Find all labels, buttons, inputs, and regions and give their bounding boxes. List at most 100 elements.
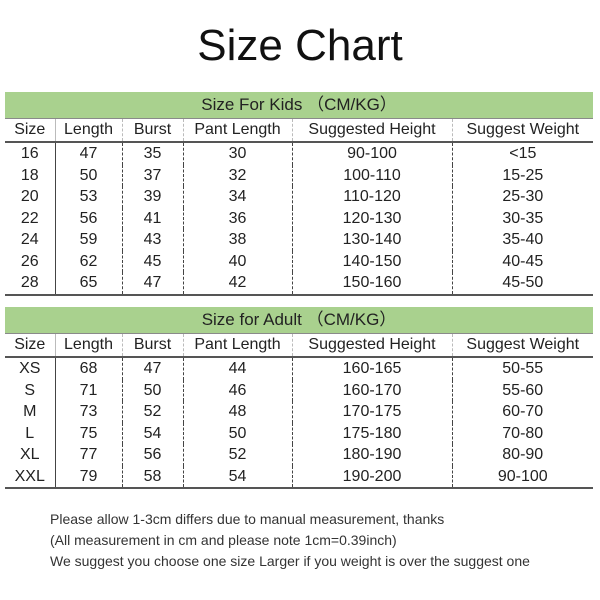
table-cell: 24 — [5, 229, 55, 251]
table-cell: 48 — [182, 401, 292, 423]
table-cell: 58 — [121, 465, 183, 489]
column-header: Pant Length — [182, 333, 292, 358]
table-cell: 50 — [121, 379, 183, 401]
section-heading-row: Size For Kids （CM/KG） — [5, 92, 594, 119]
table-cell: 100-110 — [291, 164, 452, 186]
note-line: Please allow 1-3cm differs due to manual… — [50, 511, 445, 527]
table-cell: 130-140 — [291, 229, 452, 251]
table-cell: 65 — [54, 272, 122, 296]
table-cell: 110-120 — [291, 186, 452, 208]
table-cell: <15 — [451, 142, 594, 165]
table-row: 26 62 45 40 140-150 40-45 — [5, 250, 594, 272]
table-cell: 35-40 — [451, 229, 594, 251]
table-cell: 190-200 — [291, 465, 452, 489]
section-heading-row: Size for Adult （CM/KG） — [5, 307, 593, 334]
table-cell: 70-80 — [451, 422, 593, 444]
table-cell: 80-90 — [451, 444, 593, 466]
table-cell: 50-55 — [451, 357, 593, 380]
table-cell: 40 — [182, 250, 292, 272]
table-cell: 77 — [54, 444, 122, 466]
table-cell: 50 — [54, 164, 122, 186]
table-cell: 175-180 — [291, 422, 452, 444]
table-cell: 30 — [182, 142, 292, 165]
table-cell: 15-25 — [451, 164, 594, 186]
column-header-row: Size Length Burst Pant Length Suggested Heig… — [5, 118, 594, 143]
table-cell: 56 — [54, 207, 122, 229]
table-cell: 45-50 — [451, 272, 594, 296]
table-cell: S — [24, 381, 36, 399]
table-cell: 47 — [54, 142, 122, 165]
section-heading: Size For Kids （CM/KG） — [5, 92, 594, 119]
table-cell: 180-190 — [291, 444, 452, 466]
table-row: XS 68 47 44 160-165 50-55 — [5, 357, 593, 380]
table-row: 24 59 43 38 130-140 35-40 — [5, 229, 594, 251]
table-cell: 30-35 — [451, 207, 594, 229]
table-cell: 160-165 — [291, 357, 452, 380]
table-cell: 18 — [20, 166, 39, 184]
table-cell: 41 — [121, 207, 183, 229]
table-row: 20 53 39 34 110-120 25-30 — [5, 186, 594, 208]
table-cell: 38 — [182, 229, 292, 251]
column-header: Suggested Height — [291, 333, 452, 358]
table-cell: 68 — [54, 357, 122, 380]
table-cell: 60-70 — [451, 401, 593, 423]
table-cell: 39 — [121, 186, 183, 208]
table-cell: 52 — [182, 444, 292, 466]
table-cell: 73 — [54, 401, 122, 423]
table-cell: M — [5, 401, 55, 423]
table-cell: 28 — [5, 272, 55, 296]
table-cell: 54 — [182, 465, 292, 489]
column-header: Suggest Weight — [451, 333, 593, 358]
table-cell: 42 — [182, 272, 292, 296]
table-cell: 62 — [54, 250, 122, 272]
table-cell: 40-45 — [451, 250, 594, 272]
column-header: Suggest Weight — [451, 118, 594, 143]
table-row: XXL 79 58 54 190-200 90-100 — [5, 465, 593, 489]
table-cell: 47 — [121, 272, 183, 296]
table-cell: 37 — [121, 164, 183, 186]
table-cell: 160-170 — [291, 379, 452, 401]
table-cell: 50 — [182, 422, 292, 444]
table-row: M 73 52 48 170-175 60-70 — [5, 401, 593, 423]
table-cell: 79 — [54, 465, 122, 489]
note-line: We suggest you choose one size Larger if… — [50, 553, 530, 569]
column-header: Length — [54, 118, 122, 143]
table-cell: 75 — [54, 422, 122, 444]
table-cell: 35 — [121, 142, 183, 165]
table-row: 28 65 47 42 150-160 45-50 — [5, 272, 594, 296]
table-cell: 45 — [121, 250, 183, 272]
table-cell: 25-30 — [451, 186, 594, 208]
table-cell: 90-100 — [451, 465, 593, 489]
table-cell: 44 — [182, 357, 292, 380]
table-cell: 52 — [121, 401, 183, 423]
table-cell: 47 — [121, 357, 183, 380]
table-cell: 43 — [121, 229, 183, 251]
table-cell: XS — [5, 357, 55, 380]
table-row: 22 56 41 36 120-130 30-35 — [5, 207, 594, 229]
table-cell: 140-150 — [291, 250, 452, 272]
table-row: XL 77 56 52 180-190 80-90 — [5, 444, 593, 466]
table-cell: 46 — [182, 379, 292, 401]
note-line: (All measurement in cm and please note 1… — [50, 532, 397, 548]
table-row: S 71 50 46 160-170 55-60 — [5, 379, 593, 401]
table-cell: 20 — [5, 186, 55, 208]
table-cell: 16 — [5, 142, 55, 165]
table-cell: 56 — [121, 444, 183, 466]
column-header: Suggested Height — [291, 118, 452, 143]
column-header: Burst — [121, 118, 183, 143]
kids-size-table: Size For Kids （CM/KG） Size Length Burst Pant… — [5, 92, 594, 296]
table-row: 18 50 37 32 100-110 15-25 — [5, 164, 594, 186]
page-title: Size Chart — [197, 21, 403, 70]
table-cell: 32 — [182, 164, 292, 186]
column-header: Length — [54, 333, 122, 358]
column-header: Burst — [121, 333, 183, 358]
table-cell: XXL — [5, 465, 55, 489]
column-header: Size — [5, 118, 55, 143]
table-cell: XL — [5, 444, 55, 466]
adult-size-table: Size for Adult （CM/KG） Size Length Burst Pan… — [5, 307, 593, 489]
column-header-row: Size Length Burst Pant Length Suggested Heig… — [5, 333, 593, 358]
table-cell: 54 — [121, 422, 183, 444]
table-cell: L — [25, 424, 35, 442]
table-cell: 26 — [20, 252, 39, 270]
table-row: 16 47 35 30 90-100 <15 — [5, 142, 594, 165]
